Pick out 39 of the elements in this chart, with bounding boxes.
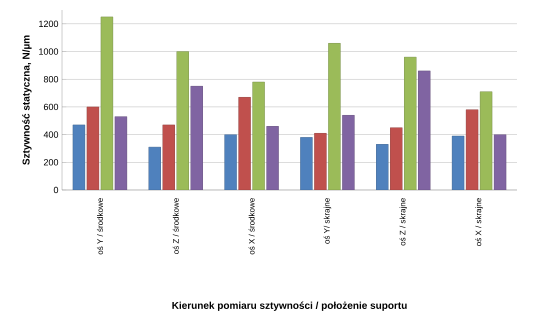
x-tick-label: oś Y / środkowe — [96, 198, 103, 254]
y-axis-title: Sztywność statyczna, N/µm — [22, 35, 32, 165]
bar — [100, 16, 114, 190]
x-tick-label: oś Z / środkowe — [172, 198, 179, 254]
y-tick-label: 200 — [44, 159, 58, 166]
bar — [176, 51, 189, 190]
bar — [452, 136, 464, 190]
bar — [376, 144, 388, 190]
x-tick-label: oś Z / skrajne — [399, 198, 408, 246]
bar — [314, 133, 327, 190]
bar — [494, 134, 506, 190]
bar — [190, 86, 203, 190]
x-axis-title: Kierunek pomiaru sztywności / położenie suportu — [172, 302, 407, 311]
bar — [86, 106, 100, 190]
y-tick-label: 800 — [44, 76, 58, 82]
bar — [404, 56, 416, 190]
y-tick-label: 400 — [44, 131, 58, 138]
y-tick-label: 1000 — [39, 48, 58, 55]
bar — [252, 82, 265, 190]
bar — [148, 146, 161, 190]
bar — [266, 126, 279, 190]
bar — [418, 70, 430, 190]
bar — [114, 116, 128, 190]
y-tick-label: 600 — [44, 104, 58, 110]
bar — [328, 43, 341, 190]
bar — [238, 97, 251, 190]
y-tick-label: 0 — [54, 186, 58, 194]
x-tick-label: oś X / środkowe — [248, 198, 255, 254]
bar — [390, 127, 402, 190]
bar — [300, 137, 313, 190]
bar — [162, 124, 175, 190]
x-tick-label: oś X / skrajne — [475, 198, 483, 246]
bar — [480, 91, 492, 190]
bar — [466, 109, 478, 190]
bar — [342, 115, 355, 190]
bar — [224, 134, 237, 190]
bar — [72, 124, 86, 190]
x-tick-label: oś Y/ skrajne — [324, 198, 332, 244]
y-tick-label: 1200 — [39, 20, 58, 28]
